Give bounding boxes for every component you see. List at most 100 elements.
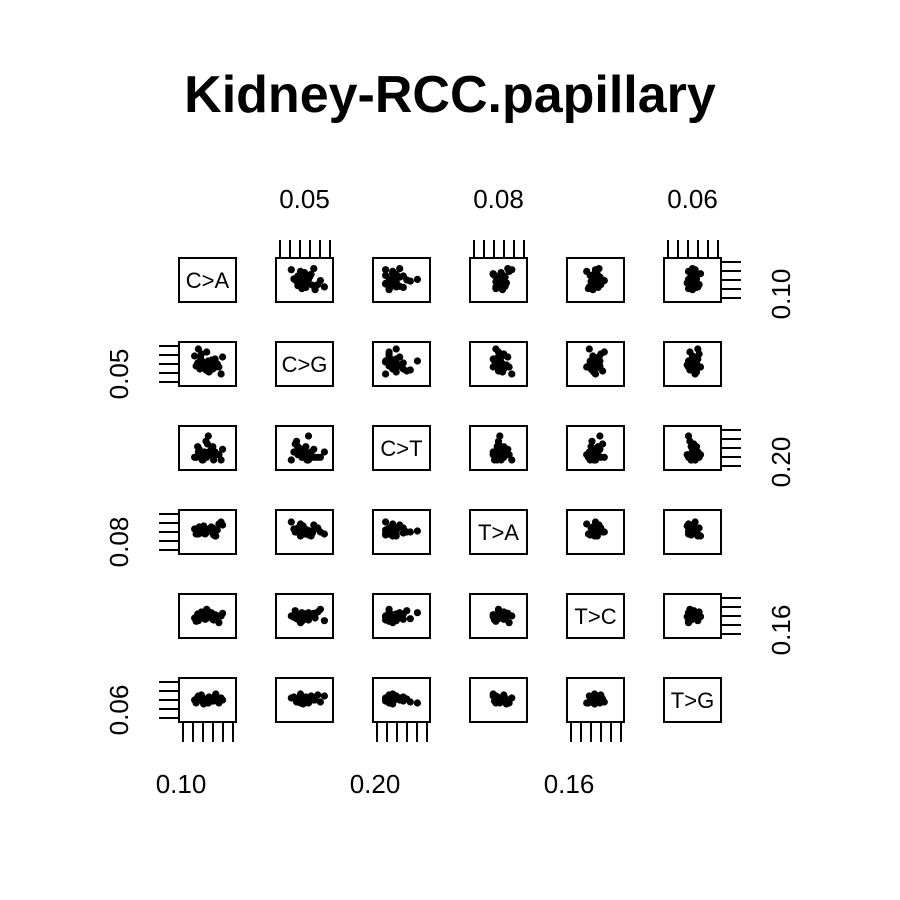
data-point — [406, 366, 414, 374]
data-point — [496, 357, 504, 365]
panel-C-to-T-vs-T-to-G — [663, 425, 722, 471]
data-point — [304, 527, 313, 535]
data-point — [304, 432, 313, 440]
data-point — [389, 274, 397, 282]
data-point — [385, 348, 393, 356]
panel-grid: C>A C>G C>T T>A T>C T>G — [178, 257, 722, 723]
data-point — [696, 270, 705, 278]
data-point — [508, 694, 516, 702]
data-point — [684, 275, 693, 283]
data-point — [215, 619, 223, 627]
top-axis-T-to-A: 0.08 — [473, 184, 525, 258]
variable-label: T>A — [478, 520, 519, 545]
data-point — [382, 694, 390, 702]
panel-C-to-G-vs-T-to-A — [469, 341, 528, 387]
data-point — [508, 370, 516, 378]
panel-frame — [663, 509, 722, 555]
data-point — [204, 357, 212, 365]
panel-frame — [566, 341, 625, 387]
data-point — [389, 360, 397, 368]
panel-C-to-G-vs-T-to-G — [663, 341, 722, 387]
data-point — [287, 266, 295, 274]
data-point — [217, 612, 225, 620]
panel-C-to-T-vs-C-to-T: C>T — [372, 425, 431, 471]
data-point — [406, 528, 414, 536]
data-point — [399, 615, 407, 623]
panel-frame — [566, 425, 625, 471]
data-point — [590, 360, 598, 368]
data-point — [204, 432, 212, 440]
data-point — [489, 363, 497, 371]
data-point — [413, 699, 421, 707]
data-point — [399, 272, 407, 280]
data-point — [310, 265, 318, 273]
right-axis-C-to-T: 0.20 — [721, 429, 796, 487]
data-point — [413, 527, 421, 535]
data-point — [591, 694, 600, 702]
data-point — [320, 617, 328, 625]
panel-frame — [178, 425, 237, 471]
data-point — [596, 432, 604, 440]
data-point — [219, 353, 227, 361]
data-point — [310, 445, 318, 453]
data-point — [300, 451, 309, 459]
data-point — [194, 692, 202, 700]
data-point — [684, 609, 693, 617]
data-point — [287, 612, 295, 620]
data-point — [591, 266, 600, 274]
panel-T-to-C-vs-C-to-G — [275, 593, 334, 639]
data-point — [290, 448, 298, 456]
data-point — [209, 443, 217, 451]
panel-C-to-T-vs-T-to-C — [566, 425, 625, 471]
data-point — [294, 697, 302, 705]
data-point — [691, 370, 699, 378]
panel-T-to-A-vs-C-to-T — [372, 509, 431, 555]
data-point — [691, 266, 699, 274]
data-point — [694, 345, 702, 353]
panel-T-to-C-vs-C-to-A — [178, 593, 237, 639]
data-point — [392, 283, 400, 291]
panel-T-to-C-vs-T-to-C: T>C — [566, 593, 625, 639]
data-point — [382, 518, 390, 526]
data-point — [590, 525, 598, 533]
panel-C-to-A-vs-C-to-T — [372, 257, 431, 303]
panel-C-to-G-vs-C-to-T — [372, 341, 431, 387]
data-point — [217, 694, 225, 702]
tick-label: 0.20 — [350, 769, 401, 799]
panel-frame — [178, 257, 237, 303]
data-point — [308, 693, 316, 701]
data-point — [596, 699, 604, 707]
data-point — [489, 270, 497, 278]
panel-T-to-G-vs-T-to-A — [469, 677, 528, 723]
data-point — [592, 281, 601, 289]
panel-T-to-C-vs-T-to-G — [663, 593, 722, 639]
data-point — [382, 612, 390, 620]
data-point — [287, 518, 295, 526]
variable-label: T>G — [671, 688, 714, 713]
data-point — [294, 524, 302, 532]
panel-frame — [566, 509, 625, 555]
top-axis-T-to-G: 0.06 — [667, 184, 719, 258]
data-point — [508, 266, 516, 274]
data-point — [413, 609, 421, 617]
data-point — [492, 448, 500, 456]
panel-C-to-A-vs-T-to-C — [566, 257, 625, 303]
data-point — [691, 456, 699, 464]
data-point — [694, 448, 702, 456]
data-point — [382, 370, 390, 378]
data-point — [591, 518, 600, 526]
panel-T-to-G-vs-C-to-A — [178, 677, 237, 723]
tick-label: 0.08 — [104, 517, 134, 568]
variable-label: C>A — [186, 268, 230, 293]
data-point — [294, 615, 302, 623]
data-point — [200, 448, 209, 456]
data-point — [406, 698, 414, 706]
data-point — [596, 357, 604, 365]
data-point — [588, 437, 596, 445]
data-point — [191, 352, 199, 360]
data-point — [600, 453, 608, 461]
data-point — [293, 437, 301, 445]
panel-frame — [372, 425, 431, 471]
data-point — [684, 432, 693, 440]
